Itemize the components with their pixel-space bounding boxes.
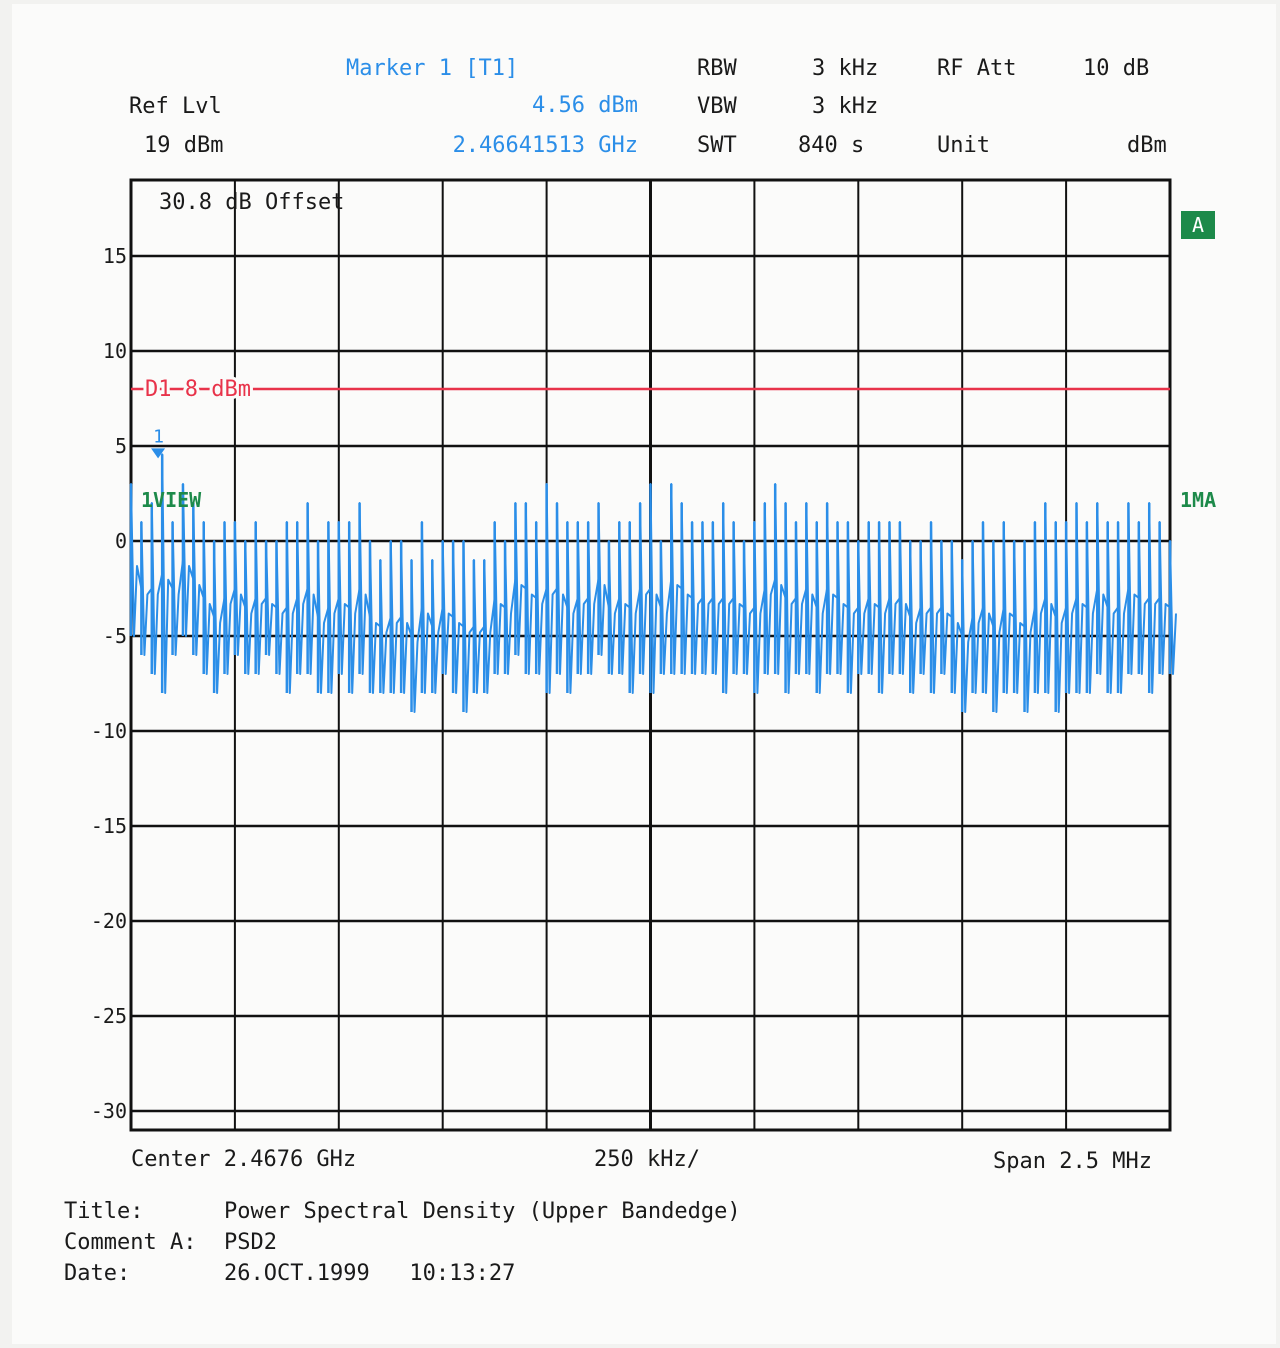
title-label: Title: <box>64 1199 144 1224</box>
y-tick-label: 10 <box>103 339 127 363</box>
marker-triangle-icon <box>151 448 166 459</box>
y-tick-label: 5 <box>115 434 127 458</box>
comment-label: Comment A: <box>64 1230 197 1255</box>
trace-mode-label: 1MA <box>1180 488 1216 512</box>
rbw-value: 3 kHz <box>812 56 879 81</box>
sweep-time-label: SWT <box>697 133 737 158</box>
marker-1: 1 <box>151 426 166 459</box>
vbw-value: 3 kHz <box>812 94 879 119</box>
marker-number: 1 <box>153 426 164 447</box>
y-tick-label: -10 <box>91 719 127 743</box>
trace-series <box>129 453 1177 713</box>
unit-label: Unit <box>937 133 990 158</box>
rbw-label: RBW <box>697 56 737 81</box>
date-value: 26.OCT.1999 10:13:27 <box>224 1261 516 1286</box>
trace-view-label: 1VIEW <box>141 488 202 512</box>
offset-label: 30.8 dB Offset <box>159 190 344 215</box>
y-tick-label: 0 <box>115 529 127 553</box>
center-frequency-label: Center 2.4676 GHz <box>131 1147 356 1172</box>
date-label: Date: <box>64 1261 131 1286</box>
screen-a-badge <box>1181 211 1215 239</box>
y-tick-label: -15 <box>91 814 127 838</box>
comment-value: PSD2 <box>224 1230 277 1255</box>
sweep-time-value: 840 s <box>798 133 865 158</box>
rf-att-label: RF Att <box>937 56 1017 81</box>
division-label: 250 kHz/ <box>594 1147 700 1172</box>
ref-level-label: Ref Lvl <box>129 94 222 119</box>
ref-level-value: 19 dBm <box>144 133 224 158</box>
y-tick-labels: 15 10 5 0 -5 -10 -15 -20 -25 -30 <box>91 244 127 1123</box>
vbw-label: VBW <box>697 94 737 119</box>
limit-line-label: D1 8 dBm <box>145 377 251 402</box>
y-tick-label: -5 <box>103 624 127 648</box>
title-value: Power Spectral Density (Upper Bandedge) <box>224 1199 741 1224</box>
y-tick-label: -30 <box>91 1099 127 1123</box>
y-tick-label: -25 <box>91 1004 127 1028</box>
unit-value: dBm <box>1127 133 1167 158</box>
marker-level: 4.56 dBm <box>532 93 638 118</box>
span-label: Span 2.5 MHz <box>993 1149 1152 1174</box>
rf-att-value: 10 dB <box>1083 56 1150 81</box>
y-tick-label: -20 <box>91 909 127 933</box>
marker-frequency: 2.46641513 GHz <box>452 133 638 158</box>
y-tick-label: 15 <box>103 244 127 268</box>
marker-title: Marker 1 [T1] <box>346 56 519 81</box>
screen-a-badge-text: A <box>1192 213 1204 237</box>
